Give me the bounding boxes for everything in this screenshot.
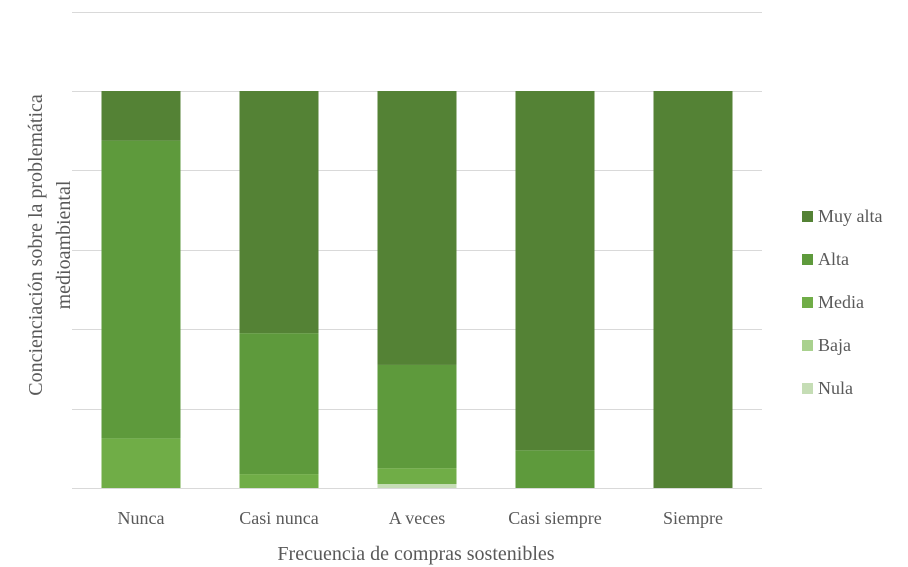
bars xyxy=(101,91,733,488)
bar-segment-alta xyxy=(515,450,595,488)
legend-item: Media xyxy=(802,281,883,324)
legend-item: Nula xyxy=(802,367,883,410)
legend-swatch xyxy=(802,340,813,351)
bar-segment-media xyxy=(101,438,181,488)
bar-segment-alta xyxy=(239,333,319,475)
legend-item: Alta xyxy=(802,238,883,281)
y-axis-title-line-2: medioambiental xyxy=(53,180,75,309)
x-tick-label: A veces xyxy=(389,508,445,528)
x-axis-title: Frecuencia de compras sostenibles xyxy=(277,543,554,565)
bar-segment-media xyxy=(377,468,457,485)
y-axis-title-line-1: Concienciación sobre la problemática xyxy=(25,94,47,396)
legend-item: Baja xyxy=(802,324,883,367)
y-axis-title: Concienciación sobre la problemática med… xyxy=(25,94,75,396)
bar-segment-media xyxy=(239,474,319,488)
x-tick-label: Nunca xyxy=(118,508,165,528)
x-tick-label: Siempre xyxy=(663,508,723,528)
legend-label: Baja xyxy=(818,335,851,355)
bar-segment-muy-alta xyxy=(653,91,733,488)
bar-segment-muy-alta xyxy=(377,91,457,365)
x-tick-label: Casi siempre xyxy=(508,508,601,528)
legend-swatch xyxy=(802,254,813,265)
bar-segment-alta xyxy=(377,364,457,469)
bar-segment-alta xyxy=(101,140,181,439)
legend-label: Alta xyxy=(818,249,849,269)
legend: Muy alta Alta Media Baja Nula xyxy=(802,195,883,410)
legend-label: Nula xyxy=(818,378,853,398)
legend-item: Muy alta xyxy=(802,195,883,238)
bar-segment-nula xyxy=(377,484,457,488)
bar-segment-muy-alta xyxy=(239,91,319,334)
legend-swatch xyxy=(802,383,813,394)
bar-segment-muy-alta xyxy=(515,91,595,451)
legend-swatch xyxy=(802,211,813,222)
legend-label: Muy alta xyxy=(818,206,883,226)
x-tick-labels: Nunca Casi nunca A veces Casi siempre Siempr… xyxy=(118,508,723,528)
bar-segment-muy-alta xyxy=(101,91,181,141)
legend-label: Media xyxy=(818,292,864,312)
legend-swatch xyxy=(802,297,813,308)
x-tick-label: Casi nunca xyxy=(239,508,318,528)
